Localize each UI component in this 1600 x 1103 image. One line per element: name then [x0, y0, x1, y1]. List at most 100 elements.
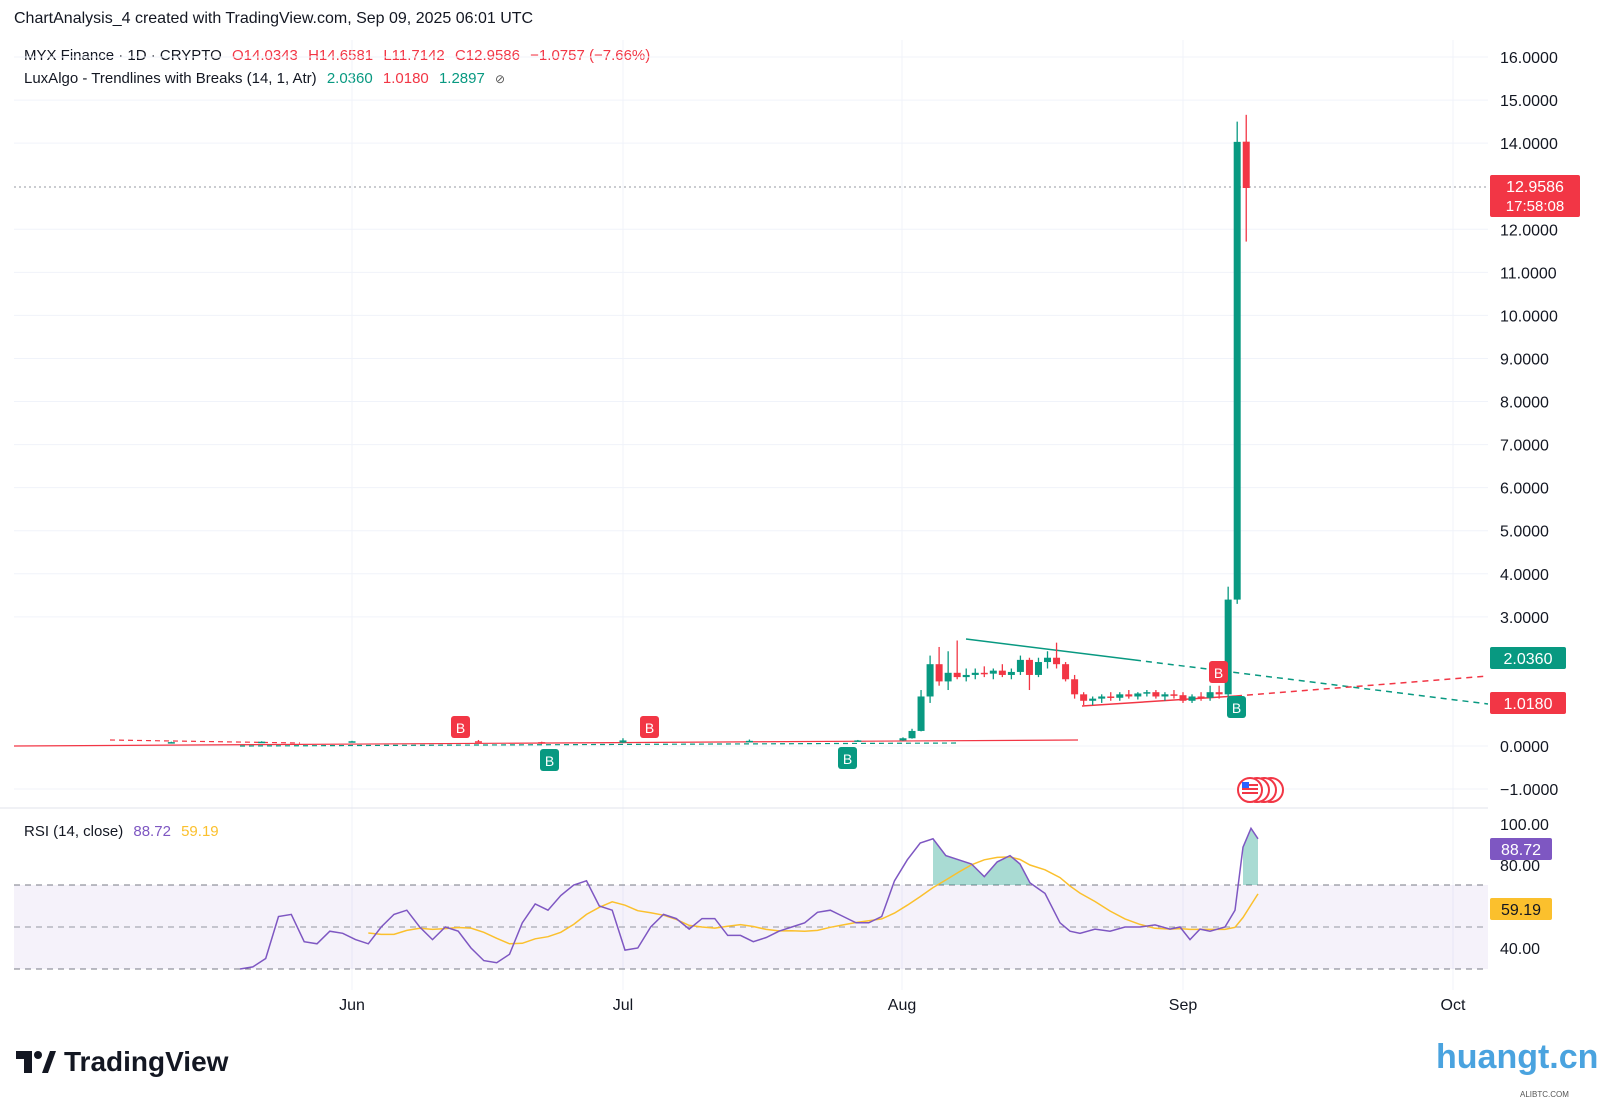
price-tick-label: 4.0000 — [1500, 567, 1549, 584]
candle-body — [980, 672, 988, 675]
candle-body — [1179, 695, 1187, 701]
svg-text:100.00: 100.00 — [1500, 817, 1549, 834]
candle-body — [1242, 141, 1250, 189]
candle-body — [1116, 694, 1124, 698]
candle-body — [1107, 696, 1115, 698]
price-tick-label: 5.0000 — [1500, 524, 1549, 541]
candle-body — [1152, 692, 1160, 697]
svg-text:Oct: Oct — [1441, 997, 1466, 1014]
candle-body — [962, 674, 970, 678]
candle-body — [1188, 696, 1196, 701]
last-price-badge: 12.9586 17:58:08 — [1490, 175, 1580, 217]
candle-body — [998, 670, 1006, 675]
horizontal-grid — [14, 56, 1488, 790]
rsi-overbought-fill-2 — [1243, 828, 1258, 885]
candle-body — [944, 672, 952, 682]
open-value: O14.0343 — [232, 47, 298, 64]
candle-body — [1044, 657, 1052, 663]
rsi-legend[interactable]: RSI (14, close) 88.72 59.19 — [24, 823, 225, 840]
upper-trend-badge: 2.0360 — [1490, 647, 1566, 669]
candle-body — [1025, 659, 1033, 675]
tradingview-logo-icon — [16, 1051, 56, 1073]
price-tick-label: 15.0000 — [1500, 93, 1558, 110]
candle-body — [1233, 141, 1241, 600]
flat-green-line — [239, 742, 961, 747]
candle-body — [1062, 664, 1070, 680]
price-tick-label: 12.0000 — [1500, 222, 1558, 239]
candle-body — [1170, 694, 1178, 696]
watermark: huangt.cn — [1436, 1038, 1599, 1076]
svg-text:88.72: 88.72 — [1501, 842, 1541, 859]
us-event-flags[interactable] — [1237, 777, 1284, 803]
price-tick-label: 9.0000 — [1500, 351, 1549, 368]
eye-off-icon[interactable]: ⊘ — [495, 72, 506, 86]
candle-body — [1053, 657, 1061, 665]
rsi-line — [239, 826, 1259, 970]
candle-body — [1071, 679, 1079, 695]
chart-header: ChartAnalysis_4 created with TradingView… — [14, 10, 534, 27]
time-axis[interactable]: Jun Jul Aug Sep Oct — [339, 997, 1466, 1014]
candle-body — [538, 742, 546, 744]
candle-body — [258, 741, 266, 744]
candle-body — [167, 742, 175, 744]
high-value: H14.6581 — [308, 47, 374, 64]
bear-signal-1: B — [451, 716, 470, 738]
upper-trendline-ext — [1134, 659, 1489, 705]
candle-body — [1016, 659, 1024, 672]
bull-signal-3: B — [1227, 696, 1246, 718]
price-tick-label: 8.0000 — [1500, 395, 1549, 412]
candle-body — [1161, 694, 1169, 697]
change-value: −1.0757 (−7.66%) — [530, 47, 651, 64]
svg-text:B: B — [456, 720, 465, 736]
candle-body — [1034, 662, 1042, 675]
rsi-axis[interactable]: 100.00 80.00 40.00 — [1500, 817, 1549, 958]
price-tick-label: 11.0000 — [1500, 265, 1557, 282]
svg-text:Sep: Sep — [1169, 997, 1198, 1014]
bear-signal-2: B — [640, 716, 659, 738]
candle-body — [1089, 698, 1097, 701]
indicator-value-3: 1.2897 — [438, 70, 485, 87]
early-red-dash — [109, 739, 301, 744]
candle-body — [348, 741, 356, 743]
price-axis[interactable]: 16.0000 15.0000 14.0000 12.0000 11.0000 10.00… — [1500, 50, 1558, 799]
symbol-label: MYX Finance · 1D · CRYPTO — [24, 47, 222, 64]
trendlines — [13, 638, 1489, 747]
upper-trendline — [965, 638, 1136, 661]
us-flag-icon — [1237, 777, 1263, 803]
break-signals[interactable]: B B B B B B — [451, 661, 1246, 771]
candle-body — [971, 672, 979, 675]
svg-text:B: B — [645, 720, 654, 736]
rsi-badge: 88.72 — [1490, 838, 1552, 860]
candle-body — [1007, 671, 1015, 675]
tradingview-logo[interactable]: TradingView — [16, 1046, 228, 1078]
candle-body — [953, 672, 961, 678]
svg-text:80.00: 80.00 — [1500, 858, 1540, 875]
main-legend[interactable]: MYX Finance · 1D · CRYPTO O14.0343 H14.6… — [24, 47, 656, 64]
svg-text:Jul: Jul — [613, 997, 633, 1014]
price-chart[interactable]: B B B B B B 16.0000 15.0000 14.0000 12.0000… — [0, 0, 1600, 1030]
candle-body — [926, 664, 934, 697]
close-value: C12.9586 — [454, 47, 520, 64]
rsi-name: RSI (14, close) — [24, 823, 124, 840]
rsi-value: 88.72 — [133, 823, 171, 840]
candle-body — [474, 741, 482, 743]
price-tick-label: 3.0000 — [1500, 610, 1549, 627]
lower-trendline-ext — [1235, 675, 1489, 697]
candle-body — [989, 670, 997, 674]
candle-body — [908, 730, 916, 739]
svg-text:59.19: 59.19 — [1501, 902, 1541, 919]
price-tick-label: 7.0000 — [1500, 438, 1549, 455]
candle-body — [1206, 692, 1214, 698]
indicator-legend[interactable]: LuxAlgo - Trendlines with Breaks (14, 1,… — [24, 70, 511, 87]
candle-body — [1125, 694, 1133, 697]
svg-text:2.0360: 2.0360 — [1504, 651, 1553, 668]
candle-body — [1134, 693, 1142, 697]
lower-trend-badge: 1.0180 — [1490, 692, 1566, 714]
svg-text:B: B — [1232, 700, 1241, 716]
rsi-ma-value: 59.19 — [181, 823, 219, 840]
candle-body — [854, 740, 862, 742]
price-tick-label: 6.0000 — [1500, 481, 1549, 498]
indicator-value-2: 1.0180 — [382, 70, 429, 87]
candle-body — [899, 738, 907, 741]
svg-text:Aug: Aug — [888, 997, 916, 1014]
